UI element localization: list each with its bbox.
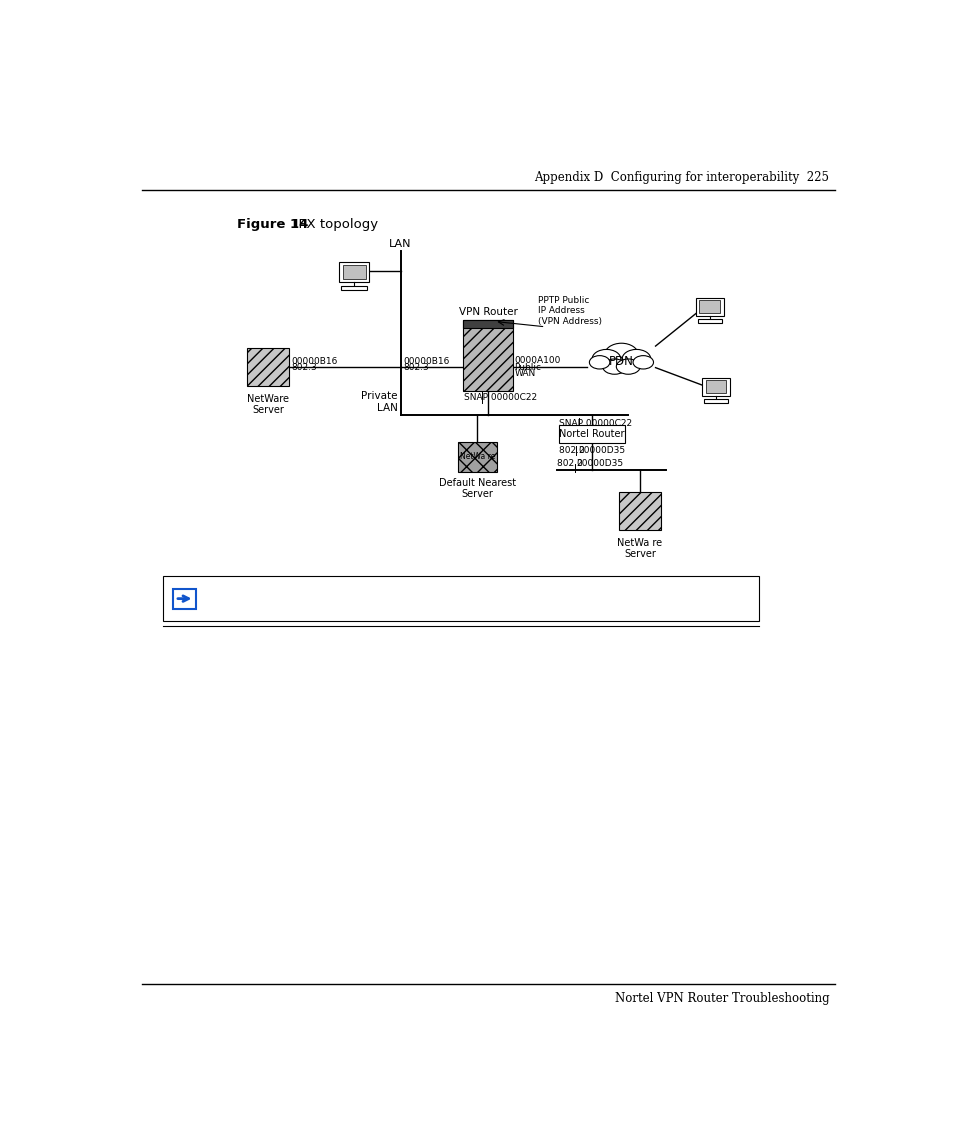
Text: 00000D35: 00000D35 xyxy=(578,447,624,456)
Text: SNAP 00000C22: SNAP 00000C22 xyxy=(464,393,537,402)
Bar xyxy=(705,380,725,393)
Ellipse shape xyxy=(592,349,620,369)
Text: LAN: LAN xyxy=(389,239,412,250)
Text: 802.3: 802.3 xyxy=(291,363,316,372)
Bar xyxy=(698,319,720,323)
Bar xyxy=(342,264,365,279)
Text: 802.3: 802.3 xyxy=(403,363,429,372)
Text: The IP addresses are not shown in this figure.: The IP addresses are not shown in this f… xyxy=(203,597,476,609)
Bar xyxy=(463,319,513,327)
Bar xyxy=(338,262,369,283)
Ellipse shape xyxy=(589,356,609,369)
Ellipse shape xyxy=(590,344,652,377)
Text: VPN Router: VPN Router xyxy=(458,307,517,317)
Text: Nortel Router: Nortel Router xyxy=(558,429,624,439)
Text: Note:: Note: xyxy=(203,584,238,597)
Ellipse shape xyxy=(602,360,626,374)
Bar xyxy=(463,319,513,390)
Text: PDN: PDN xyxy=(608,355,633,368)
Ellipse shape xyxy=(604,344,638,368)
Text: NetWa re
Server: NetWa re Server xyxy=(617,538,662,560)
Bar xyxy=(703,400,727,403)
Text: 802.2: 802.2 xyxy=(558,447,586,456)
Text: Private
LAN: Private LAN xyxy=(360,392,397,413)
Bar xyxy=(247,348,289,386)
Text: Figure 14: Figure 14 xyxy=(236,219,308,231)
Bar xyxy=(162,576,759,621)
Text: The private LAN can also carry IP and IPX traffic simultaneously.: The private LAN can also carry IP and IP… xyxy=(226,584,618,597)
Text: IPX topology: IPX topology xyxy=(282,219,377,231)
Bar xyxy=(172,589,195,609)
Text: Public: Public xyxy=(514,363,541,372)
Bar xyxy=(618,491,660,530)
Ellipse shape xyxy=(621,349,650,369)
Text: Default Nearest
Server: Default Nearest Server xyxy=(438,477,516,499)
Bar xyxy=(457,442,497,472)
Ellipse shape xyxy=(633,356,653,369)
Bar xyxy=(695,298,723,316)
Text: Nortel VPN Router Troubleshooting: Nortel VPN Router Troubleshooting xyxy=(614,992,828,1005)
Text: PPTP Public
IP Address
(VPN Address): PPTP Public IP Address (VPN Address) xyxy=(537,297,601,326)
Bar xyxy=(699,300,720,313)
Text: 00000B16: 00000B16 xyxy=(403,357,450,366)
Ellipse shape xyxy=(616,360,639,374)
Text: 00000D35: 00000D35 xyxy=(576,459,623,468)
Bar xyxy=(558,425,624,443)
Text: SNAP 00000C22: SNAP 00000C22 xyxy=(558,419,631,427)
Bar xyxy=(340,286,367,290)
Bar xyxy=(701,378,729,396)
Text: Appendix D  Configuring for interoperability  225: Appendix D Configuring for interoperabil… xyxy=(534,171,828,184)
Text: 0000A100: 0000A100 xyxy=(514,356,560,365)
Text: NetWa re: NetWa re xyxy=(459,452,495,461)
Text: 00000B16: 00000B16 xyxy=(291,357,337,366)
Text: NetWare
Server: NetWare Server xyxy=(247,394,289,416)
Text: 802.2: 802.2 xyxy=(557,459,585,468)
Text: WAN: WAN xyxy=(514,370,536,378)
